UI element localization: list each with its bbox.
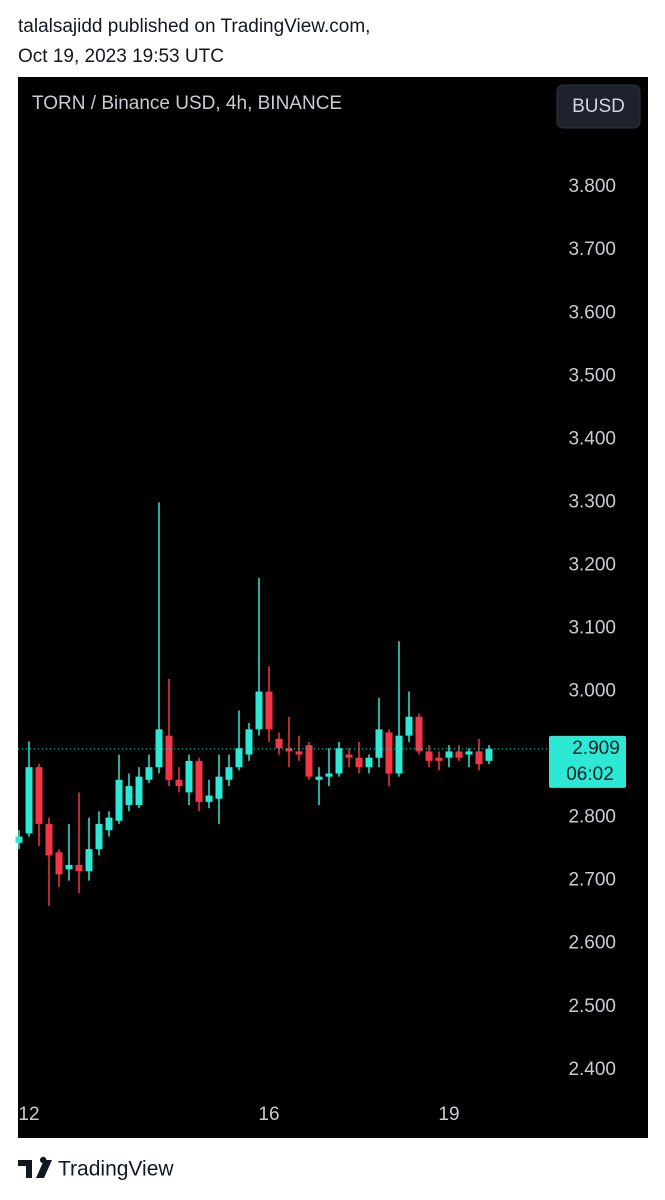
candle-body [75,864,83,872]
candle-body [335,748,343,774]
brand-name: TradingView [58,1158,174,1181]
y-tick-label: 2.600 [568,933,616,954]
candle-body [445,751,453,758]
y-tick-label: 2.700 [568,870,616,891]
candle-body [165,735,173,780]
y-tick-label: 3.800 [568,176,616,197]
candle-body [195,760,203,802]
y-tick-label: 2.400 [568,1059,616,1080]
last-price-box [549,735,626,788]
candle-body [185,760,193,793]
candle-body [275,738,283,749]
candle-body [115,779,123,821]
y-tick-label: 3.200 [568,554,616,575]
candle-body [485,748,493,761]
candle-body [435,757,443,761]
candle-body [295,751,303,755]
y-tick-label: 2.800 [568,807,616,828]
candle-body [355,757,363,768]
chart-panel [18,77,648,1138]
currency-button-bg[interactable] [556,84,641,129]
candle-body [105,817,113,831]
y-tick-label: 2.500 [568,996,616,1017]
countdown-label: 06:02 [566,764,614,785]
chart-title: TORN / Binance USD, 4h, BINANCE [32,93,342,114]
candle-body [475,751,483,765]
candle-body [395,735,403,774]
candle-body [265,691,273,730]
candle-body [125,786,133,805]
brand-logo [18,1156,52,1178]
plot: 2.4002.5002.6002.7002.8002.9003.0003.100… [15,176,626,1125]
y-tick-label: 3.600 [568,302,616,323]
candle-body [25,767,33,834]
candle-body [245,729,253,755]
candle-body [425,751,433,761]
candle-body [225,767,233,780]
candle-body [255,691,263,730]
candle-body [415,716,423,752]
y-tick-label: 3.400 [568,428,616,449]
y-tick-label: 3.700 [568,239,616,260]
candle-body [15,836,23,843]
brand: TradingView [18,1156,174,1181]
candle-body [315,776,323,780]
candle-body [155,729,163,768]
candle-body [45,823,53,856]
x-tick-label: 19 [438,1104,459,1125]
currency-button[interactable]: BUSD [556,84,641,129]
candle-body [145,767,153,780]
x-tick-label: 16 [258,1104,279,1125]
x-tick-label: 12 [18,1104,39,1125]
candle-body [285,748,293,752]
candle-body [215,776,223,799]
candle-body [405,716,413,736]
y-tick-label: 3.100 [568,617,616,638]
candle-body [345,754,353,758]
currency-label[interactable]: BUSD [572,96,625,117]
candle-body [55,852,63,875]
candle-body [365,757,373,768]
candle-body [175,779,183,787]
last-price-label: 2.909 [572,738,620,759]
candle-body [35,767,43,824]
candle-body [465,751,473,755]
candle-body [375,729,383,758]
y-tick-label: 3.300 [568,491,616,512]
candle-body [95,823,103,850]
candle-body [85,849,93,872]
candle-body [455,751,463,758]
date-line: Oct 19, 2023 19:53 UTC [18,46,224,67]
candle-body [325,773,333,777]
candle-body [135,776,143,805]
y-tick-label: 3.000 [568,681,616,702]
candle-body [385,732,393,774]
author-line: talalsajidd published on TradingView.com… [18,16,370,37]
candle-body [305,745,313,777]
candle-body [235,748,243,768]
y-tick-label: 3.500 [568,365,616,386]
candle-body [65,864,73,870]
candle-body [205,795,213,802]
